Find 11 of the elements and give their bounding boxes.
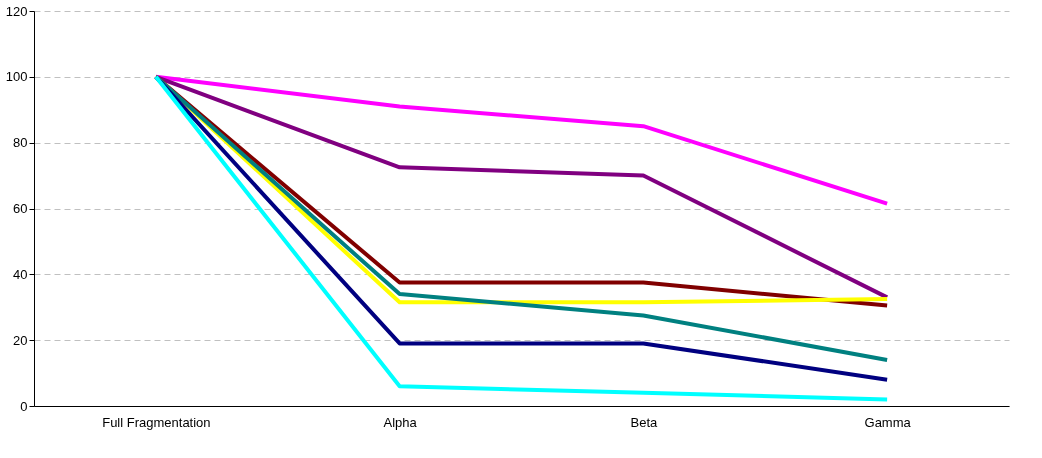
y-tick-label: 120 <box>5 3 28 19</box>
x-tick-label: Full Fragmentation <box>102 414 211 430</box>
y-tick-label: 80 <box>13 135 28 151</box>
y-tick-label: 100 <box>5 69 28 85</box>
x-tick-label: Alpha <box>383 414 418 430</box>
y-tick-label: 40 <box>13 266 28 282</box>
y-tick-label: 20 <box>13 332 28 348</box>
x-tick-label: Gamma <box>864 414 912 430</box>
y-tick-label: 60 <box>13 201 28 216</box>
y-tick-label: 0 <box>20 398 28 414</box>
x-tick-label: Beta <box>630 414 659 430</box>
